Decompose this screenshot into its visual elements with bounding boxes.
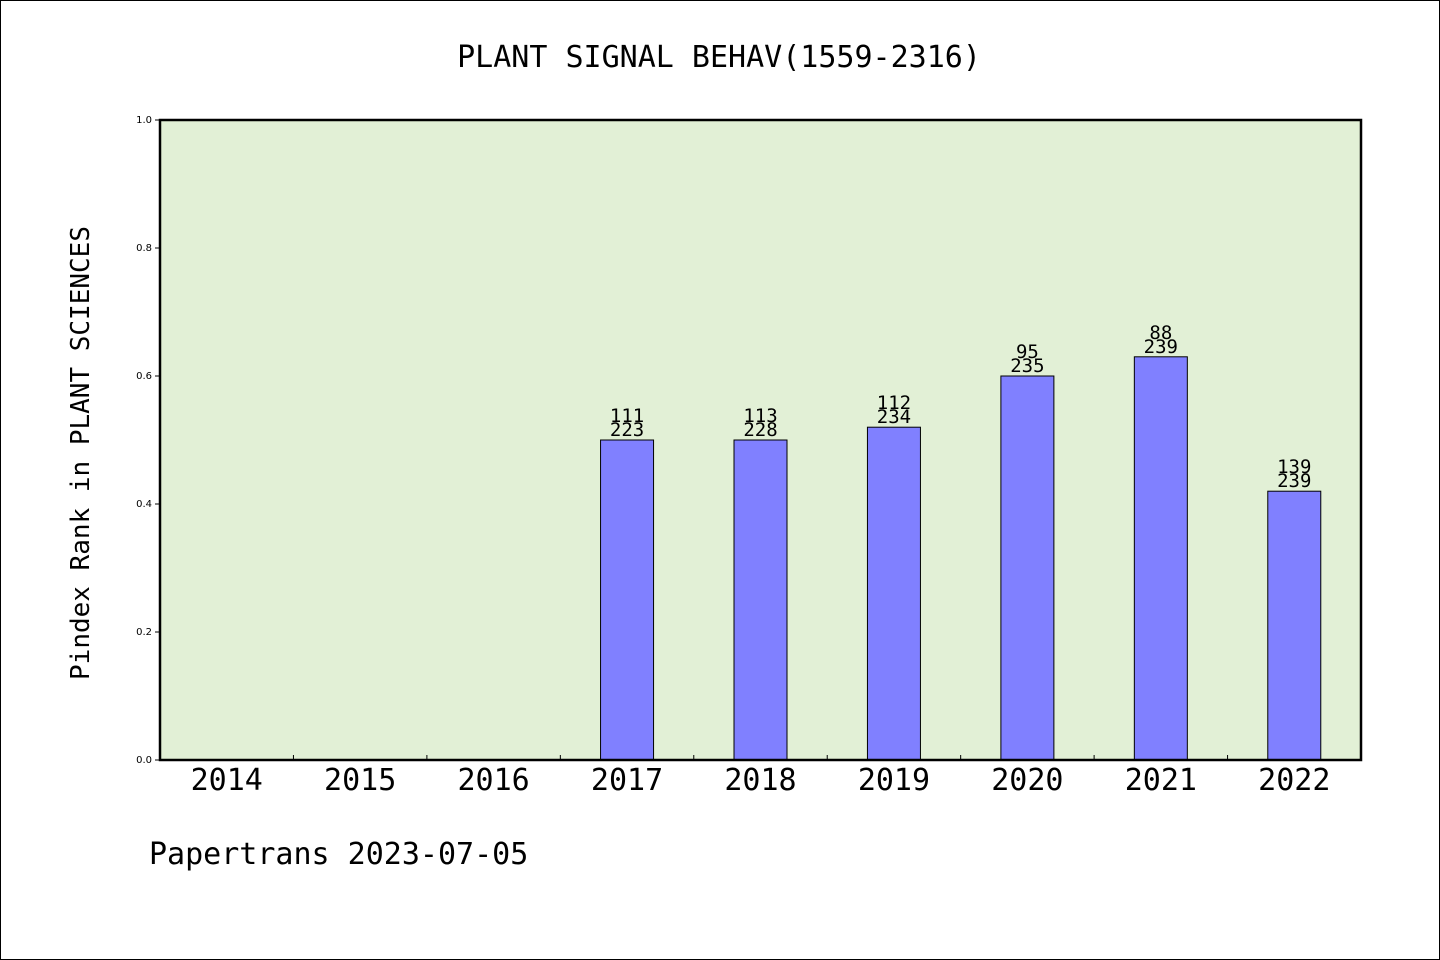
x-axis: 2014 2015 2016 2017 2018 2019 2020 2021 2022 [191, 755, 1330, 798]
footer-credit: Papertrans 2023-07-05 [149, 837, 528, 872]
bar [1133, 356, 1188, 761]
bar [733, 439, 788, 761]
bar-total-label: 234 [877, 406, 911, 428]
bar-total-label: 223 [610, 419, 644, 441]
bar-series [600, 356, 1322, 761]
chart-title: PLANT SIGNAL BEHAV(1559-2316) [457, 40, 981, 75]
bar [1000, 375, 1055, 761]
bar-rank-label: 113 [743, 405, 777, 427]
x-tick-label: 2016 [457, 763, 529, 798]
bar-rank-label: 111 [610, 405, 644, 427]
y-tick-label: 0.4 [136, 499, 152, 510]
bar-total-label: 235 [1010, 355, 1044, 377]
y-axis: 0.0 0.2 0.4 0.6 0.8 1.0 [136, 115, 160, 766]
x-tick-label: 2020 [991, 763, 1063, 798]
y-tick-label: 0.8 [136, 243, 152, 254]
x-tick-label: 2014 [191, 763, 263, 798]
x-tick-label: 2021 [1125, 763, 1197, 798]
y-axis-label: Pindex Rank in PLANT SCIENCES [66, 226, 96, 680]
x-tick-label: 2019 [858, 763, 930, 798]
x-tick-label: 2015 [324, 763, 396, 798]
bar-total-label: 228 [743, 419, 777, 441]
plot-border [158, 118, 1363, 762]
bar [600, 439, 655, 761]
bar-total-label: 239 [1144, 336, 1178, 358]
bar-rank-label: 88 [1149, 322, 1172, 344]
y-tick-label: 0.6 [136, 371, 152, 382]
bar-total-label: 239 [1277, 470, 1311, 492]
y-tick-label: 0.2 [136, 627, 152, 638]
bar [866, 426, 921, 761]
y-tick-label: 0.0 [136, 755, 152, 766]
x-tick-label: 2017 [591, 763, 663, 798]
bar-rank-label: 112 [877, 392, 911, 414]
bar-rank-label: 95 [1016, 341, 1039, 363]
y-tick-label: 1.0 [136, 115, 152, 126]
x-tick-label: 2022 [1258, 763, 1330, 798]
bar [1267, 490, 1322, 761]
bar-rank-label: 139 [1277, 456, 1311, 478]
x-tick-label: 2018 [724, 763, 796, 798]
